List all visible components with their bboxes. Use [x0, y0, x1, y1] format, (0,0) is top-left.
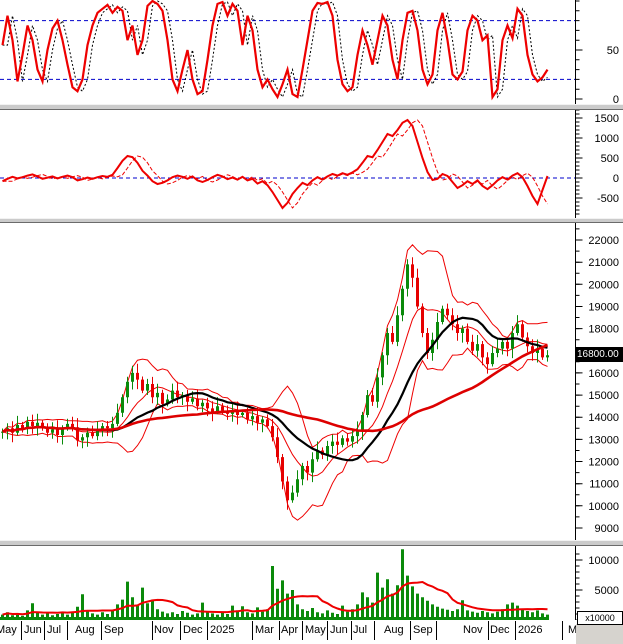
- y-axis-label: 9000: [595, 523, 619, 535]
- y-axis-label: 15000: [588, 390, 619, 402]
- stochastic-signal-line: [2, 0, 548, 99]
- momentum-signal-line: [2, 119, 548, 209]
- time-axis-tick: [21, 621, 22, 640]
- time-axis-label: Mar: [255, 624, 274, 636]
- time-axis-tick: [44, 621, 45, 640]
- y-axis-label: 16000: [588, 368, 619, 380]
- bollinger-lower: [2, 347, 548, 521]
- y-axis-label: 0: [613, 94, 619, 106]
- y-axis-minor-ticks: [575, 0, 580, 621]
- c1-layer: [0, 0, 575, 101]
- time-axis-label: Apr: [281, 624, 299, 636]
- time-axis-label: 2025: [210, 624, 235, 636]
- y-axis-label: 19000: [588, 302, 619, 314]
- stochastic-line: [1, 0, 549, 101]
- y-axis-label: 18000: [588, 324, 619, 336]
- time-axis-tick: [488, 621, 489, 640]
- time-axis-tick: [180, 621, 181, 640]
- time-axis-tick: [351, 621, 352, 640]
- time-axis-label: May: [0, 624, 17, 636]
- volume-ma-line: [2, 580, 548, 616]
- time-axis-tick: [327, 621, 328, 640]
- y-axis-label: 5000: [595, 585, 619, 597]
- time-axis-tick: [410, 621, 411, 640]
- time-axis-tick: [374, 621, 375, 640]
- y-axis-label: -500: [597, 193, 619, 205]
- time-axis-label: Jul: [353, 624, 368, 636]
- time-axis-label: May: [305, 624, 326, 636]
- volume-scale-label: x10000: [577, 611, 623, 625]
- last-price-tag: 16800.00: [576, 347, 623, 362]
- time-axis-label: Aug: [384, 624, 404, 636]
- y-axis-label: 500: [601, 153, 619, 165]
- bollinger-upper: [2, 244, 548, 449]
- y-axis-label: 1500: [595, 113, 619, 125]
- time-axis-label: Dec: [490, 624, 510, 636]
- axis-corner: [576, 624, 623, 644]
- time-axis-tick: [279, 621, 280, 640]
- sma-slow-line: [2, 343, 549, 433]
- y-axis-label: 14000: [588, 412, 619, 424]
- volume-bars: [1, 549, 549, 620]
- time-axis-label: Nov: [154, 624, 174, 636]
- c3-layer: [1, 244, 549, 521]
- momentum-line: [2, 118, 549, 210]
- time-axis-tick: [252, 621, 253, 640]
- time-axis-label: Sep: [413, 624, 433, 636]
- time-axis-label: Jun: [330, 624, 348, 636]
- time-axis-tick: [207, 621, 208, 640]
- time-axis-label: Aug: [75, 624, 95, 636]
- panel-splitter[interactable]: [0, 218, 623, 223]
- y-axis-label: 21000: [588, 257, 619, 269]
- time-axis-label: Jun: [24, 624, 42, 636]
- time-axis-label: Nov: [463, 624, 483, 636]
- c2-layer: [0, 118, 575, 210]
- y-axis-label: 22000: [588, 235, 619, 247]
- time-axis-label: Dec: [183, 624, 203, 636]
- time-axis-tick: [302, 621, 303, 640]
- y-axis-label: 10000: [588, 501, 619, 513]
- candle-bodies-up: [1, 264, 549, 501]
- time-axis: May Jun Jul Aug Sep Nov Dec 2025 Mar Apr May Jun Jul…: [0, 620, 623, 644]
- time-axis-label: Sep: [104, 624, 124, 636]
- y-axis-label: 1000: [595, 133, 619, 145]
- time-axis-tick: [152, 621, 153, 640]
- momentum-panel-plot[interactable]: [0, 110, 575, 218]
- time-axis-label: 2026: [518, 624, 543, 636]
- y-axis-label: 11000: [589, 479, 619, 491]
- time-axis-tick: [436, 621, 437, 640]
- time-axis-label: M: [568, 624, 578, 636]
- y-axis-label: 12000: [588, 457, 619, 469]
- y-axis-label: 10000: [588, 555, 619, 567]
- y-axis-label: 50: [607, 45, 619, 57]
- panel-splitter[interactable]: [0, 104, 623, 110]
- y-axis-label: 20000: [588, 279, 619, 291]
- time-axis-tick: [67, 621, 68, 640]
- y-axis-major-ticks: [575, 49, 583, 591]
- c4-layer: [0, 549, 549, 620]
- y-axis-label: 13000: [588, 434, 619, 446]
- y-axis-label: 0: [613, 173, 619, 185]
- time-axis-label: Jul: [47, 624, 62, 636]
- panel-splitter[interactable]: [0, 540, 623, 546]
- time-axis-tick: [562, 621, 563, 640]
- time-axis-tick: [515, 621, 516, 640]
- time-axis-tick: [101, 621, 102, 640]
